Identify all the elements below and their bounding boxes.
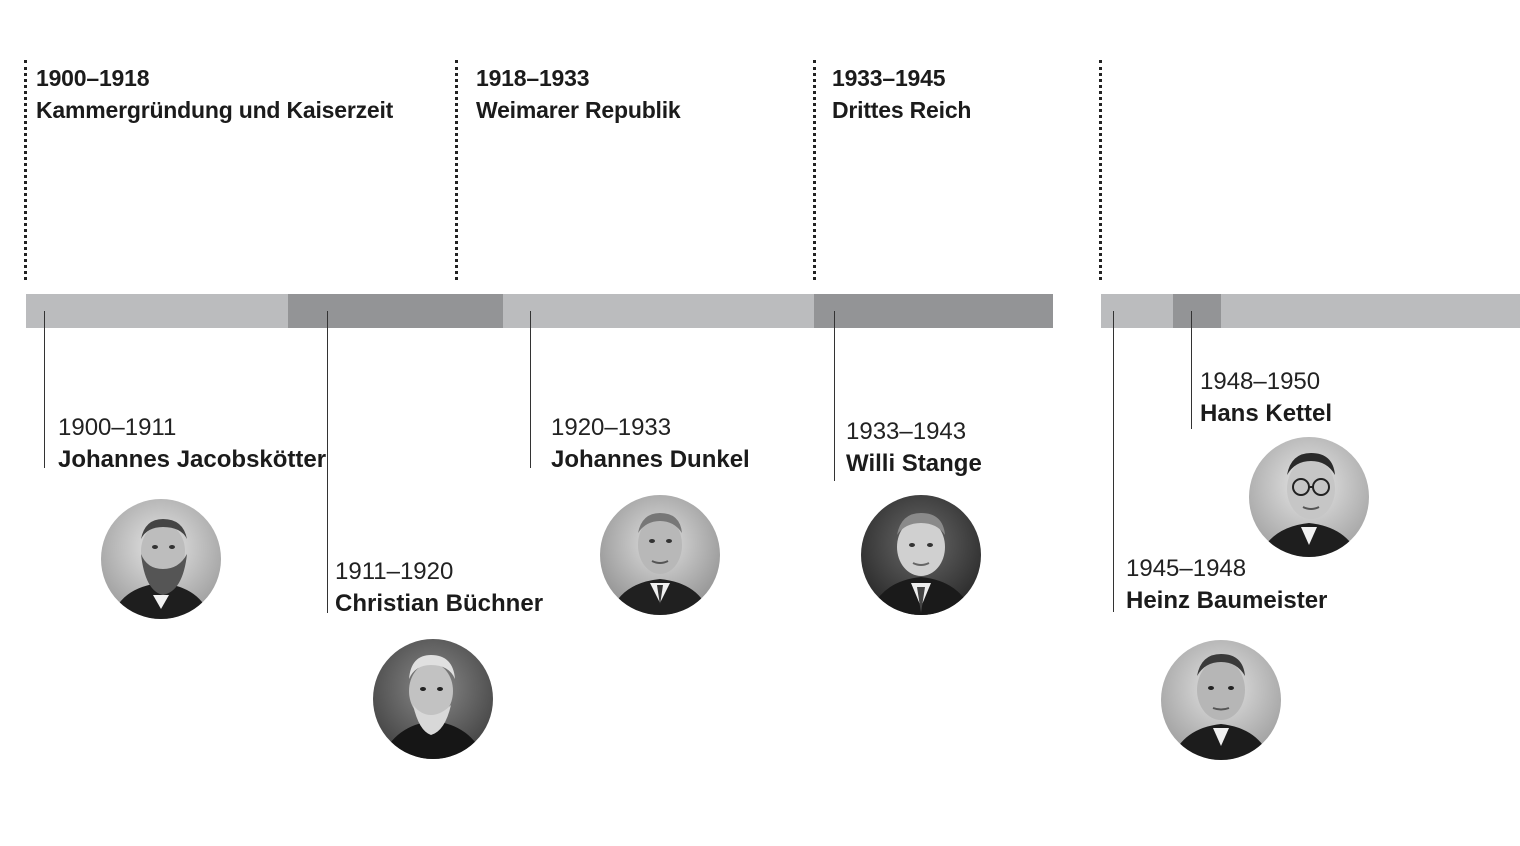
era-years: 1918–1933 [476,65,590,91]
connector-line [1113,311,1114,612]
person-years: 1911–1920 [335,558,454,585]
person-label-jacobskoetter: 1900–1911 Johannes Jacobskötter [58,412,326,476]
connector-line [530,311,531,468]
person-label-baumeister: 1945–1948 Heinz Baumeister [1126,553,1327,617]
person-years: 1920–1933 [551,414,672,441]
era-label-1933-1945: 1933–1945 Drittes Reich [832,62,971,126]
timeline-bar-segment [503,294,814,328]
era-label-1900-1918: 1900–1918 Kammergründung und Kaiserzeit [36,62,393,126]
era-years: 1900–1918 [36,65,150,91]
man-portrait [1161,640,1281,760]
timeline-bar-segment [1173,294,1221,328]
person-name: Christian Büchner [335,590,544,617]
person-label-buechner: 1911–1920 Christian Büchner [335,556,543,620]
connector-line [834,311,835,481]
bearded-man-portrait [373,639,493,759]
timeline-bar-segment [814,294,1053,328]
person-name: Hans Kettel [1200,400,1333,427]
person-name: Johannes Jacobskötter [58,446,327,473]
person-years: 1900–1911 [58,414,177,441]
person-years: 1948–1950 [1200,368,1321,395]
era-years: 1933–1945 [832,65,946,91]
timeline-bar-segment [1101,294,1173,328]
connector-line [1191,311,1192,429]
era-divider-1945 [1099,60,1102,280]
man-with-glasses-portrait [1249,437,1369,557]
timeline-bar-segment [26,294,288,328]
person-label-stange: 1933–1943 Willi Stange [846,416,982,480]
era-title: Kammergründung und Kaiserzeit [36,97,394,123]
connector-line [327,311,328,613]
era-title: Weimarer Republik [476,97,681,123]
era-divider-1918 [455,60,458,280]
person-label-dunkel: 1920–1933 Johannes Dunkel [551,412,750,476]
era-divider-1933 [813,60,816,280]
connector-line [44,311,45,468]
person-years: 1945–1948 [1126,555,1247,582]
person-name: Johannes Dunkel [551,446,750,473]
person-name: Heinz Baumeister [1126,587,1328,614]
era-title: Drittes Reich [832,97,972,123]
timeline-bar-segment [288,294,503,328]
era-label-1918-1933: 1918–1933 Weimarer Republik [476,62,681,126]
timeline-bar-segment [1221,294,1520,328]
person-years: 1933–1943 [846,418,967,445]
man-portrait [600,495,720,615]
era-divider-1900 [24,60,27,280]
person-label-kettel: 1948–1950 Hans Kettel [1200,366,1332,430]
man-portrait [861,495,981,615]
person-name: Willi Stange [846,450,982,477]
bearded-man-portrait [101,499,221,619]
